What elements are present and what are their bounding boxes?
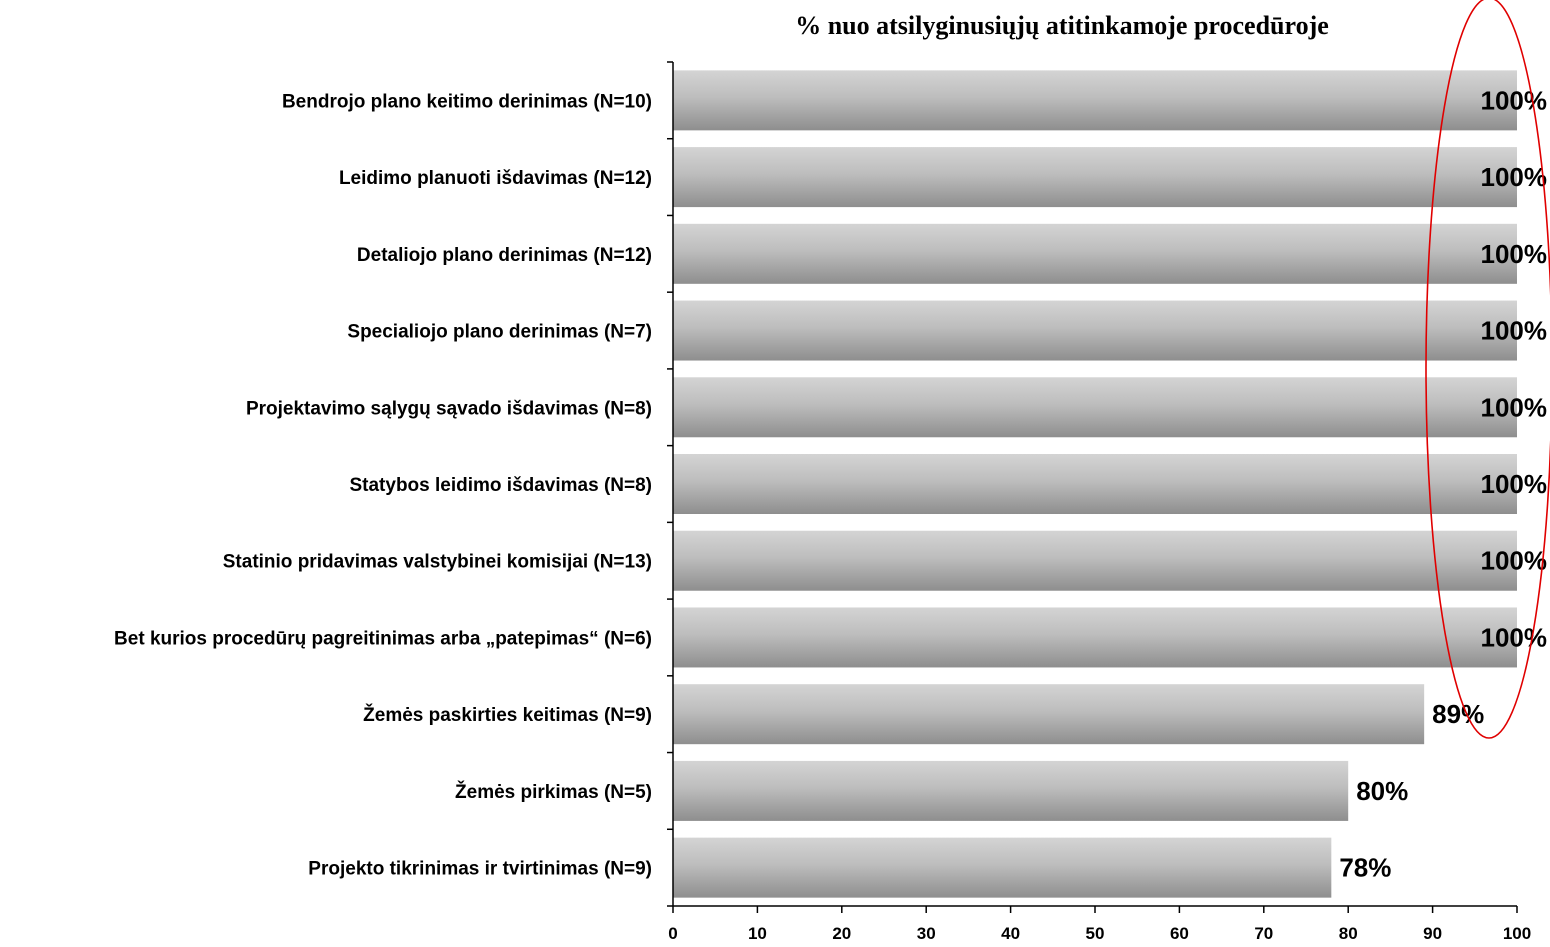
x-tick-label-50: 50 (1086, 924, 1105, 943)
x-tick-label-10: 10 (748, 924, 767, 943)
category-label-10: Žemės pirkimas (N=5) (455, 781, 652, 803)
bar-11 (673, 837, 1332, 898)
category-label-11: Projekto tikrinimas ir tvirtinimas (N=9) (308, 859, 652, 880)
value-labels: 100% 100% 100% 100% 100% 100% 100% 100% 89% 80% 78… (1339, 85, 1547, 882)
category-label-9: Žemės paskirties keitimas (N=9) (363, 704, 652, 726)
bar-7 (673, 530, 1517, 591)
value-label-11: 78% (1339, 853, 1391, 883)
value-label-7: 100% (1481, 546, 1548, 576)
category-labels: Bendrojo plano keitimo derinimas (N=10) L… (114, 91, 652, 879)
x-tick-label-60: 60 (1170, 924, 1189, 943)
value-label-10: 80% (1356, 776, 1408, 806)
value-label-4: 100% (1481, 316, 1548, 346)
category-label-8: Bet kurios procedūrų pagreitinimas arba … (114, 628, 652, 649)
value-label-1: 100% (1481, 85, 1548, 115)
category-label-2: Leidimo planuoti išdavimas (N=12) (339, 168, 652, 189)
x-tick-label-20: 20 (832, 924, 851, 943)
category-label-3: Detaliojo plano derinimas (N=12) (357, 245, 652, 266)
x-tick-label-0: 0 (668, 924, 677, 943)
value-label-5: 100% (1481, 392, 1548, 422)
chart-title: % nuo atsilyginusiųjų atitinkamoje proce… (795, 11, 1329, 40)
bar-9 (673, 684, 1425, 745)
category-label-5: Projektavimo sąlygų sąvado išdavimas (N=… (246, 398, 652, 419)
value-label-9: 89% (1432, 699, 1484, 729)
x-tick-labels: 0 10 20 30 40 50 60 70 80 90 100 (668, 924, 1531, 943)
bar-3 (673, 223, 1517, 284)
x-tick-label-30: 30 (917, 924, 936, 943)
x-tick-label-80: 80 (1339, 924, 1358, 943)
highlight-ellipse (1425, 0, 1550, 739)
x-tick-label-100: 100 (1503, 924, 1531, 943)
bar-6 (673, 454, 1517, 514)
value-label-6: 100% (1481, 469, 1548, 499)
bars-group (673, 70, 1517, 898)
category-label-6: Statybos leidimo išdavimas (N=8) (349, 475, 652, 496)
x-tick-label-90: 90 (1423, 924, 1442, 943)
value-label-3: 100% (1481, 239, 1548, 269)
value-label-8: 100% (1481, 622, 1548, 652)
bar-4 (673, 300, 1517, 361)
bar-1 (673, 70, 1517, 131)
bar-8 (673, 607, 1517, 668)
axes (667, 61, 1518, 913)
bar-2 (673, 147, 1517, 208)
value-label-2: 100% (1481, 162, 1548, 192)
category-label-4: Specialiojo plano derinimas (N=7) (347, 322, 652, 343)
x-tick-label-70: 70 (1254, 924, 1273, 943)
bar-10 (673, 760, 1349, 821)
bar-5 (673, 377, 1517, 438)
x-tick-label-40: 40 (1001, 924, 1020, 943)
category-label-1: Bendrojo plano keitimo derinimas (N=10) (282, 91, 652, 112)
category-label-7: Statinio pridavimas valstybinei komisija… (223, 552, 652, 573)
